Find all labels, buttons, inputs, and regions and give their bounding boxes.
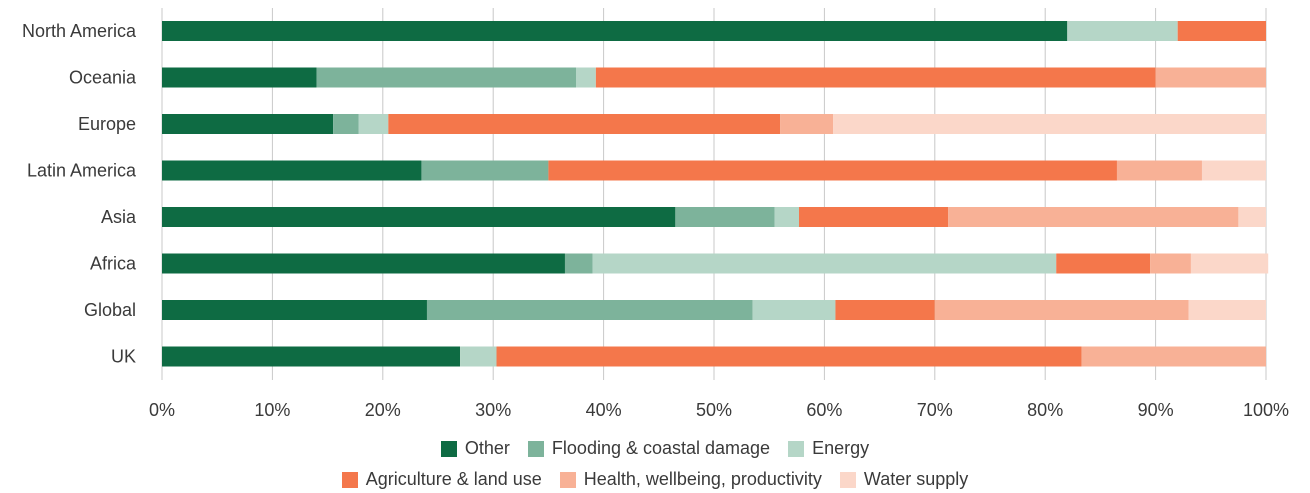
bar-segment (595, 67, 1156, 88)
legend-row-2: Agriculture & land use Health, wellbeing… (0, 469, 1310, 490)
legend-swatch (559, 471, 576, 488)
bar-segment (799, 207, 949, 227)
bar-segment (1177, 21, 1266, 41)
bar-segment (496, 346, 1082, 367)
x-tick-label: 100% (1243, 400, 1289, 420)
bar-segment (162, 114, 334, 134)
bar-segment (833, 114, 1266, 134)
bar-segment (426, 300, 753, 320)
bar-segment (780, 114, 834, 134)
bar-segment (358, 114, 389, 134)
gridlines (161, 8, 1267, 380)
legend-row-1: Other Flooding & coastal damage Energy (0, 438, 1310, 459)
bar-segment (460, 346, 497, 367)
bar-segment (948, 207, 1239, 227)
legend-item-health: Health, wellbeing, productivity (559, 469, 822, 490)
x-tick-label: 70% (917, 400, 953, 420)
bar-segment (1067, 21, 1178, 41)
x-tick-label: 0% (149, 400, 175, 420)
category-label: Africa (90, 254, 137, 274)
x-tick-label: 50% (696, 400, 732, 420)
category-labels: North America Oceania Europe Latin America A… (22, 21, 137, 367)
legend-swatch (839, 471, 856, 488)
bar-segment (162, 253, 565, 274)
bar-segment (388, 114, 781, 134)
bar-segment (421, 160, 549, 181)
bar-segment (333, 114, 359, 134)
legend-item-water: Water supply (839, 469, 969, 490)
bar-segment (162, 67, 317, 88)
bar-segment (835, 300, 935, 320)
bar-segment (774, 207, 800, 227)
bar-segment (316, 67, 576, 88)
bar-segment (1155, 67, 1266, 88)
bar-segment (752, 300, 836, 320)
bar-segment (1188, 300, 1266, 320)
bar-segment (1201, 160, 1266, 181)
category-label: North America (22, 21, 137, 41)
x-tick-label: 40% (586, 400, 622, 420)
legend-label: Water supply (863, 469, 969, 489)
category-label: Asia (101, 207, 137, 227)
bar-segment (1238, 207, 1266, 227)
legend-label: Health, wellbeing, productivity (583, 469, 822, 489)
legend-label: Agriculture & land use (365, 469, 542, 489)
bar-segment (548, 160, 1117, 181)
category-label: UK (111, 347, 136, 367)
x-tick-label: 90% (1138, 400, 1174, 420)
bar-segment (162, 21, 1068, 41)
bar-segment (1056, 253, 1151, 274)
bar-segment (675, 207, 775, 227)
x-tick-label: 10% (254, 400, 290, 420)
bar-segment (1150, 253, 1191, 274)
legend-item-other: Other (440, 438, 510, 459)
stacked-bar-chart: North America Oceania Europe Latin America A… (22, 8, 1289, 420)
x-tick-label: 20% (365, 400, 401, 420)
x-tick-label: 80% (1027, 400, 1063, 420)
bar-segment (934, 300, 1189, 320)
legend-swatch (440, 440, 457, 457)
bar-segment (564, 253, 593, 274)
category-label: Europe (78, 114, 136, 134)
category-label: Oceania (69, 68, 137, 88)
x-tick-label: 60% (806, 400, 842, 420)
legend-item-energy: Energy (788, 438, 869, 459)
bars (162, 21, 1269, 367)
bar-segment (162, 300, 427, 320)
legend-swatch (788, 440, 805, 457)
legend-item-agriculture: Agriculture & land use (341, 469, 542, 490)
bar-segment (1081, 346, 1266, 367)
legend-swatch (527, 440, 544, 457)
category-label: Global (84, 300, 136, 320)
legend-label: Flooding & coastal damage (551, 438, 771, 458)
bar-segment (1190, 253, 1269, 274)
category-label: Latin America (27, 161, 137, 181)
bar-segment (592, 253, 1057, 274)
bar-segment (162, 207, 676, 227)
legend-label: Other (464, 438, 510, 458)
bar-segment (1116, 160, 1202, 181)
x-tick-labels: 0% 10% 20% 30% 40% 50% 60% 70% 80% 90% 100% (149, 400, 1289, 420)
legend-swatch (341, 471, 358, 488)
legend-label: Energy (812, 438, 870, 458)
x-tick-label: 30% (475, 400, 511, 420)
bar-segment (162, 160, 422, 181)
bar-segment (576, 67, 596, 88)
bar-segment (162, 346, 461, 367)
legend-item-flooding: Flooding & coastal damage (527, 438, 771, 459)
